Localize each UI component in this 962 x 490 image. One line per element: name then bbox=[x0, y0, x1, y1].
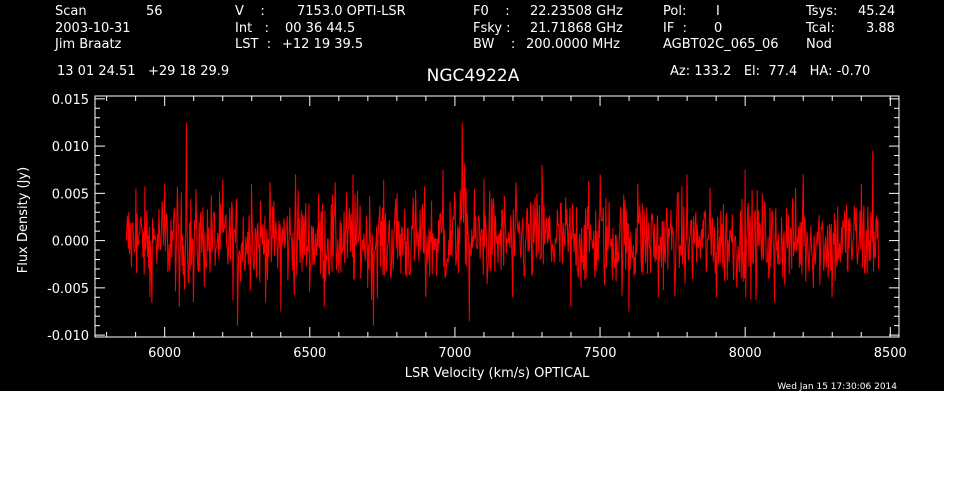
lst-value: +12 19 39.5 bbox=[282, 37, 364, 52]
spectrum-trace-group bbox=[125, 122, 880, 326]
int-label: Int : bbox=[235, 21, 269, 36]
x-tick-label: 6000 bbox=[148, 346, 181, 361]
fsky-label: Fsky : bbox=[473, 21, 511, 36]
timestamp: Wed Jan 15 17:30:06 2014 bbox=[777, 382, 897, 391]
y-tick-label: -0.010 bbox=[47, 329, 89, 344]
y-axis-label: Flux Density (Jy) bbox=[16, 167, 31, 273]
az-el-ha: Az: 133.2 El: 77.4 HA: -0.70 bbox=[670, 64, 871, 79]
tcal-label: Tcal: bbox=[806, 21, 835, 36]
fsky-value: 21.71868 GHz bbox=[530, 21, 623, 36]
tsys-label: Tsys: bbox=[806, 4, 838, 19]
scan-number: 56 bbox=[146, 4, 163, 19]
bw-value: 200.0000 MHz bbox=[526, 37, 620, 52]
scan-label: Scan bbox=[55, 4, 87, 19]
x-tick-label: 7000 bbox=[438, 346, 471, 361]
lst-label: LST : bbox=[235, 37, 272, 52]
x-tick-label: 8000 bbox=[729, 346, 762, 361]
pol-label: Pol: bbox=[663, 4, 687, 19]
bw-label: BW : bbox=[473, 37, 516, 52]
y-axis-ticks: -0.010 -0.005 0.000 0.005 0.010 0.015 bbox=[47, 93, 899, 344]
source-coords: 13 01 24.51 +29 18 29.9 bbox=[57, 64, 230, 79]
y-tick-label: 0.015 bbox=[52, 93, 89, 108]
tcal-value: 3.88 bbox=[866, 21, 895, 36]
spectrum-trace bbox=[125, 122, 880, 326]
proc-name: Nod bbox=[806, 37, 832, 52]
chart-title: NGC4922A bbox=[427, 66, 520, 86]
x-axis-ticks: 6000 6500 7000 7500 8000 8500 bbox=[106, 96, 907, 361]
y-tick-label: 0.005 bbox=[52, 187, 89, 202]
y-tick-label: 0.010 bbox=[52, 140, 89, 155]
spectrum-chart: NGC4922A 6000 6500 7000 7500 8000 8500 -0.010… bbox=[16, 66, 907, 391]
velocity-label: V : bbox=[235, 4, 265, 19]
plot-axes-frame bbox=[94, 95, 900, 338]
pol-value: I bbox=[716, 4, 720, 19]
f0-value: 22.23508 GHz bbox=[530, 4, 623, 19]
project-id: AGBT02C_065_06 bbox=[663, 37, 779, 52]
plot-window: Scan 56 2003-10-31 Jim Braatz V : 7153.0… bbox=[0, 0, 944, 391]
obs-date: 2003-10-31 bbox=[55, 21, 131, 36]
tsys-value: 45.24 bbox=[858, 4, 896, 19]
int-value: 00 36 44.5 bbox=[285, 21, 356, 36]
y-tick-label: 0.000 bbox=[52, 235, 89, 250]
if-label: IF : bbox=[663, 21, 687, 36]
x-tick-label: 6500 bbox=[293, 346, 326, 361]
x-axis-label: LSR Velocity (km/s) OPTICAL bbox=[405, 366, 590, 381]
x-tick-label: 7500 bbox=[583, 346, 616, 361]
velocity-value: 7153.0 OPTI-LSR bbox=[297, 4, 406, 19]
if-value: 0 bbox=[714, 21, 723, 36]
f0-label: F0 : bbox=[473, 4, 510, 19]
observer-name: Jim Braatz bbox=[55, 37, 122, 52]
x-tick-label: 8500 bbox=[874, 346, 907, 361]
y-tick-label: -0.005 bbox=[47, 282, 89, 297]
